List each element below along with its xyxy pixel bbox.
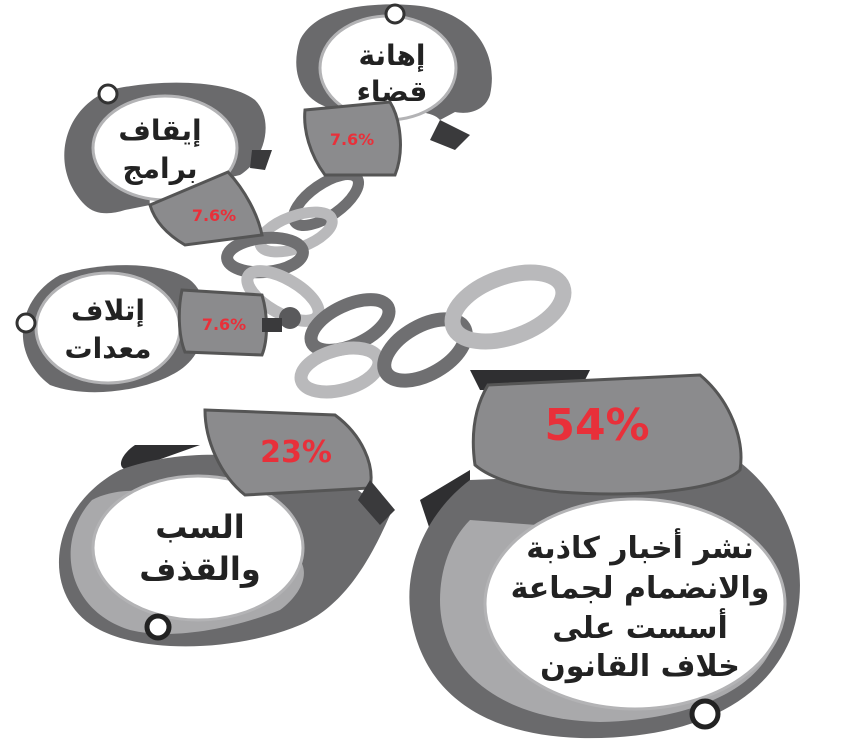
chain-swivel (279, 307, 301, 329)
cuff-arm (358, 480, 395, 525)
cuff-lock (177, 288, 268, 357)
label-line: السب (155, 508, 244, 546)
label-line: والانضمام لجماعة (511, 571, 770, 606)
percent-label-contempt-of-court: 7.6% (330, 130, 374, 149)
cuff-arm (250, 150, 272, 170)
cuff-arm (430, 120, 470, 150)
cuff-center (34, 271, 182, 385)
label-line: معدات (64, 332, 151, 365)
cuff-program-suspension (64, 82, 272, 247)
cuff-contempt-of-court (296, 3, 492, 177)
label-line: إيقاف (118, 114, 201, 148)
category-label-insult-defamation: السب والقذف (139, 508, 261, 588)
category-label-contempt-of-court: إهانة قضاء (357, 39, 428, 108)
percent-label-equipment-damage: 7.6% (202, 315, 246, 334)
cuff-equipment-damage (15, 265, 282, 393)
cuff-rivet (15, 312, 37, 334)
category-label-false-news: نشر أخبار كاذبة والانضمام لجماعة أسست عل… (511, 528, 770, 684)
label-line: إتلاف (71, 294, 145, 328)
cuff-rivet (689, 698, 721, 730)
chain-link (288, 169, 364, 231)
cuff-lock (203, 408, 373, 497)
label-line: برامج (122, 152, 197, 185)
chain (221, 169, 572, 399)
percent-label-program-suspension: 7.6% (192, 206, 236, 225)
chain-link (377, 312, 473, 388)
cuff-lock (148, 170, 264, 247)
cuff-arm (262, 318, 282, 332)
percent-label-false-news: 54% (544, 400, 649, 451)
cuff-center (91, 474, 305, 622)
cuff-rivet (144, 613, 172, 641)
label-line: إهانة (358, 39, 425, 73)
cuff-arm (420, 470, 470, 530)
cuff-lock (303, 100, 402, 177)
percent-label-insult-defamation: 23% (260, 435, 332, 470)
label-line: قضاء (357, 75, 428, 108)
cuff-false-news (409, 370, 800, 739)
label-line: والقذف (139, 550, 261, 588)
label-line: نشر أخبار كاذبة (526, 528, 754, 566)
cuff-insult-defamation (58, 408, 395, 647)
cuff-rivet (97, 83, 119, 105)
cuff-rivet (384, 3, 406, 25)
category-label-program-suspension: إيقاف برامج (118, 114, 201, 185)
label-line: أسست على (552, 608, 728, 646)
label-line: خلاف القانون (540, 649, 740, 684)
chain-link (444, 264, 572, 350)
cuff-center (483, 497, 787, 711)
category-label-equipment-damage: إتلاف معدات (64, 294, 151, 365)
cuff-lock (471, 373, 743, 496)
